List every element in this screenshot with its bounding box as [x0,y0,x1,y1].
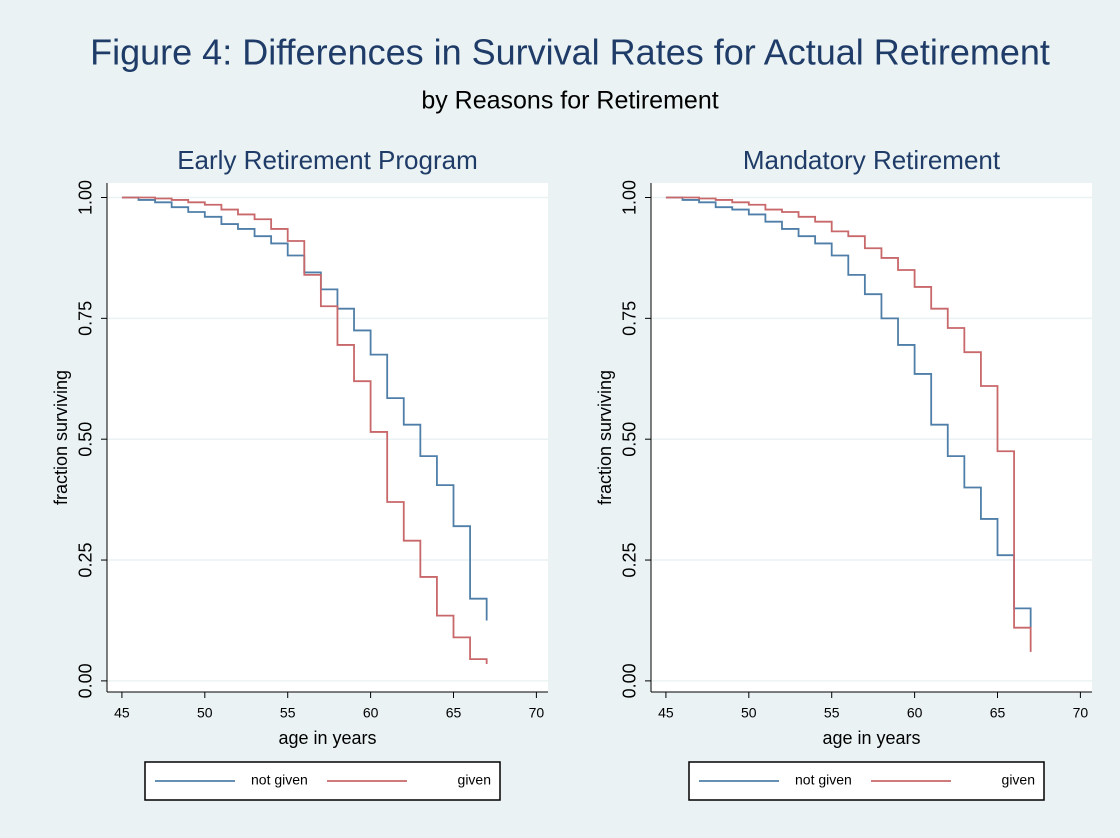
plot-area [107,183,548,692]
x-tick-label: 65 [990,705,1006,721]
survival-line [665,196,1032,652]
y-tick-label: 0.25 [76,543,96,578]
y-tick-label: 0.00 [76,663,96,698]
x-axis-label: age in years [822,728,920,748]
y-tick-label: 0.00 [620,663,640,698]
y-tick-label: 0.50 [620,422,640,457]
x-tick-label: 65 [446,705,462,721]
survival-line [665,196,1032,628]
panel-title: Mandatory Retirement [743,145,1001,175]
figure-subtitle: by Reasons for Retirement [421,87,718,115]
x-tick-label: 70 [529,705,545,721]
y-tick-label: 0.75 [620,301,640,336]
y-tick-label: 0.25 [620,543,640,578]
x-tick-label: 70 [1073,705,1089,721]
x-tick-label: 60 [363,705,379,721]
x-tick-label: 60 [907,705,923,721]
x-tick-label: 50 [741,705,757,721]
panel-title: Early Retirement Program [177,145,478,175]
figure-title: Figure 4: Differences in Survival Rates … [90,32,1050,73]
legend-label: given [458,772,491,788]
x-axis-label: age in years [278,728,376,748]
x-tick-label: 50 [197,705,213,721]
plot-area [651,183,1092,692]
y-tick-label: 1.00 [76,180,96,215]
x-tick-label: 55 [280,705,296,721]
y-tick-label: 0.75 [76,301,96,336]
y-tick-label: 0.50 [76,422,96,457]
x-tick-label: 55 [824,705,840,721]
y-axis-label: fraction surviving [595,370,615,505]
x-tick-label: 45 [114,705,130,721]
legend-label: not given [795,772,852,788]
y-axis-label: fraction surviving [51,370,71,505]
legend-label: given [1002,772,1035,788]
x-tick-label: 45 [658,705,674,721]
survival-line [121,196,488,664]
y-tick-label: 1.00 [620,180,640,215]
legend-label: not given [251,772,308,788]
